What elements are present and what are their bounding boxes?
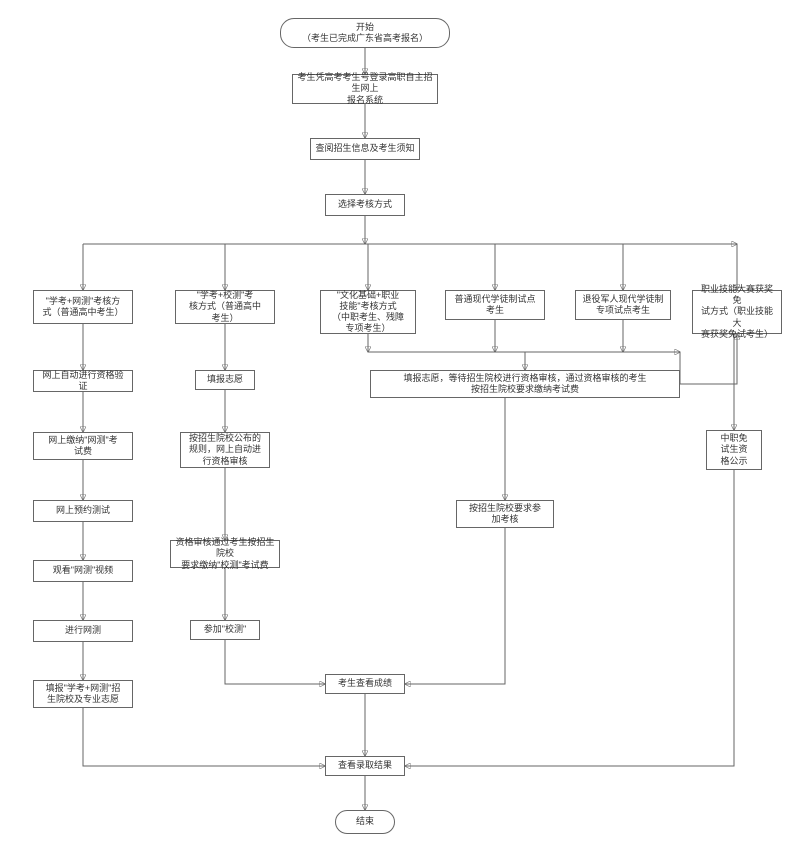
node-choose: 选择考核方式 [325, 194, 405, 216]
node-label: 普通现代学徒制试点 考生 [454, 294, 535, 317]
edge-30 [405, 528, 505, 684]
node-label: 职业技能大赛获奖免 试方式（职业技能大 赛获奖免试考生） [697, 284, 777, 340]
node-a5: 进行网测 [33, 620, 133, 642]
node-b2: "学考+校测"考 核方式（普通高中 考生） [175, 290, 275, 324]
node-end: 结束 [335, 810, 395, 834]
node-c3: 资格审核通过考生按招生院校 要求缴纳"校测"考试费 [170, 540, 280, 568]
node-score: 考生查看成绩 [325, 674, 405, 694]
flowchart-canvas: 开始 （考生已完成广东省高考报名） 考生凭高考考生号登录高职自主招生网上 报名系统… [0, 0, 790, 843]
node-label: "学考+网测"考核方 式（普通高中考生） [42, 296, 123, 319]
node-c4: 参加"校测" [190, 620, 260, 640]
edge-32 [405, 470, 734, 766]
node-m2: 按招生院校要求参 加考核 [456, 500, 554, 528]
node-c2: 按招生院校公布的 规则，网上自动进 行资格审核 [180, 432, 270, 468]
node-start: 开始 （考生已完成广东省高考报名） [280, 18, 450, 48]
node-label: 参加"校测" [204, 624, 246, 635]
node-result: 查看录取结果 [325, 756, 405, 776]
node-label: 资格审核通过考生按招生院校 要求缴纳"校测"考试费 [175, 537, 275, 571]
node-label: 进行网测 [65, 625, 101, 636]
node-label: 考生凭高考考生号登录高职自主招生网上 报名系统 [297, 72, 433, 106]
node-label: 网上自动进行资格验 证 [42, 370, 123, 393]
node-a6: 填报"学考+网测"招 生院校及专业志愿 [33, 680, 133, 708]
node-m1: 填报志愿，等待招生院校进行资格审核，通过资格审核的考生 按招生院校要求缴纳考试费 [370, 370, 680, 398]
node-b6: 职业技能大赛获奖免 试方式（职业技能大 赛获奖免试考生） [692, 290, 782, 334]
node-b4: 普通现代学徒制试点 考生 [445, 290, 545, 320]
node-c1: 填报志愿 [195, 370, 255, 390]
node-label: 网上缴纳"网测"考 试费 [48, 435, 117, 458]
node-label: 填报志愿 [207, 374, 243, 385]
node-label: 选择考核方式 [338, 199, 392, 210]
node-a4: 观看"网测"视频 [33, 560, 133, 582]
node-read: 查阅招生信息及考生须知 [310, 138, 420, 160]
node-label: 开始 （考生已完成广东省高考报名） [302, 22, 428, 45]
edge-17 [83, 708, 325, 766]
node-a2: 网上缴纳"网测"考 试费 [33, 432, 133, 460]
node-label: 中职免 试生资 格公示 [720, 433, 747, 467]
node-b3: "文化基础+职业 技能"考核方式 （中职考生、残障 专项考生） [320, 290, 416, 334]
node-label: 填报"学考+网测"招 生院校及专业志愿 [46, 683, 121, 706]
node-label: 查看录取结果 [338, 760, 392, 771]
node-m3: 中职免 试生资 格公示 [706, 430, 762, 470]
edge-22 [225, 640, 325, 684]
node-b1: "学考+网测"考核方 式（普通高中考生） [33, 290, 133, 324]
node-label: 按招生院校要求参 加考核 [469, 503, 541, 526]
edge-28 [680, 334, 737, 384]
node-label: "学考+校测"考 核方式（普通高中 考生） [189, 290, 261, 324]
node-label: 填报志愿，等待招生院校进行资格审核，通过资格审核的考生 按招生院校要求缴纳考试费 [403, 373, 646, 396]
node-label: 按招生院校公布的 规则，网上自动进 行资格审核 [189, 433, 261, 467]
node-label: 考生查看成绩 [338, 678, 392, 689]
edges-layer [0, 0, 790, 843]
node-label: 查阅招生信息及考生须知 [315, 143, 414, 154]
node-login: 考生凭高考考生号登录高职自主招生网上 报名系统 [292, 74, 438, 104]
node-b5: 退役军人现代学徒制 专项试点考生 [575, 290, 671, 320]
node-label: 观看"网测"视频 [53, 565, 113, 576]
node-label: "文化基础+职业 技能"考核方式 （中职考生、残障 专项考生） [332, 290, 404, 335]
node-a3: 网上预约测试 [33, 500, 133, 522]
node-label: 结束 [356, 816, 374, 827]
node-a1: 网上自动进行资格验 证 [33, 370, 133, 392]
node-label: 网上预约测试 [56, 505, 110, 516]
node-label: 退役军人现代学徒制 专项试点考生 [582, 294, 663, 317]
